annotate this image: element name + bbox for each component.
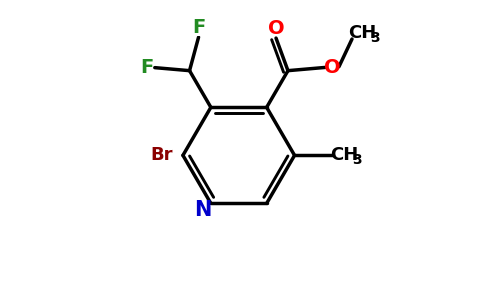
Text: 3: 3 [352,153,362,167]
Text: O: O [268,19,284,38]
Text: F: F [192,19,205,38]
Text: Br: Br [150,146,172,164]
Text: O: O [324,58,340,77]
Text: 3: 3 [370,31,380,44]
Text: CH: CH [348,24,376,42]
Text: CH: CH [330,146,358,164]
Text: N: N [195,200,212,220]
Text: F: F [140,58,154,77]
